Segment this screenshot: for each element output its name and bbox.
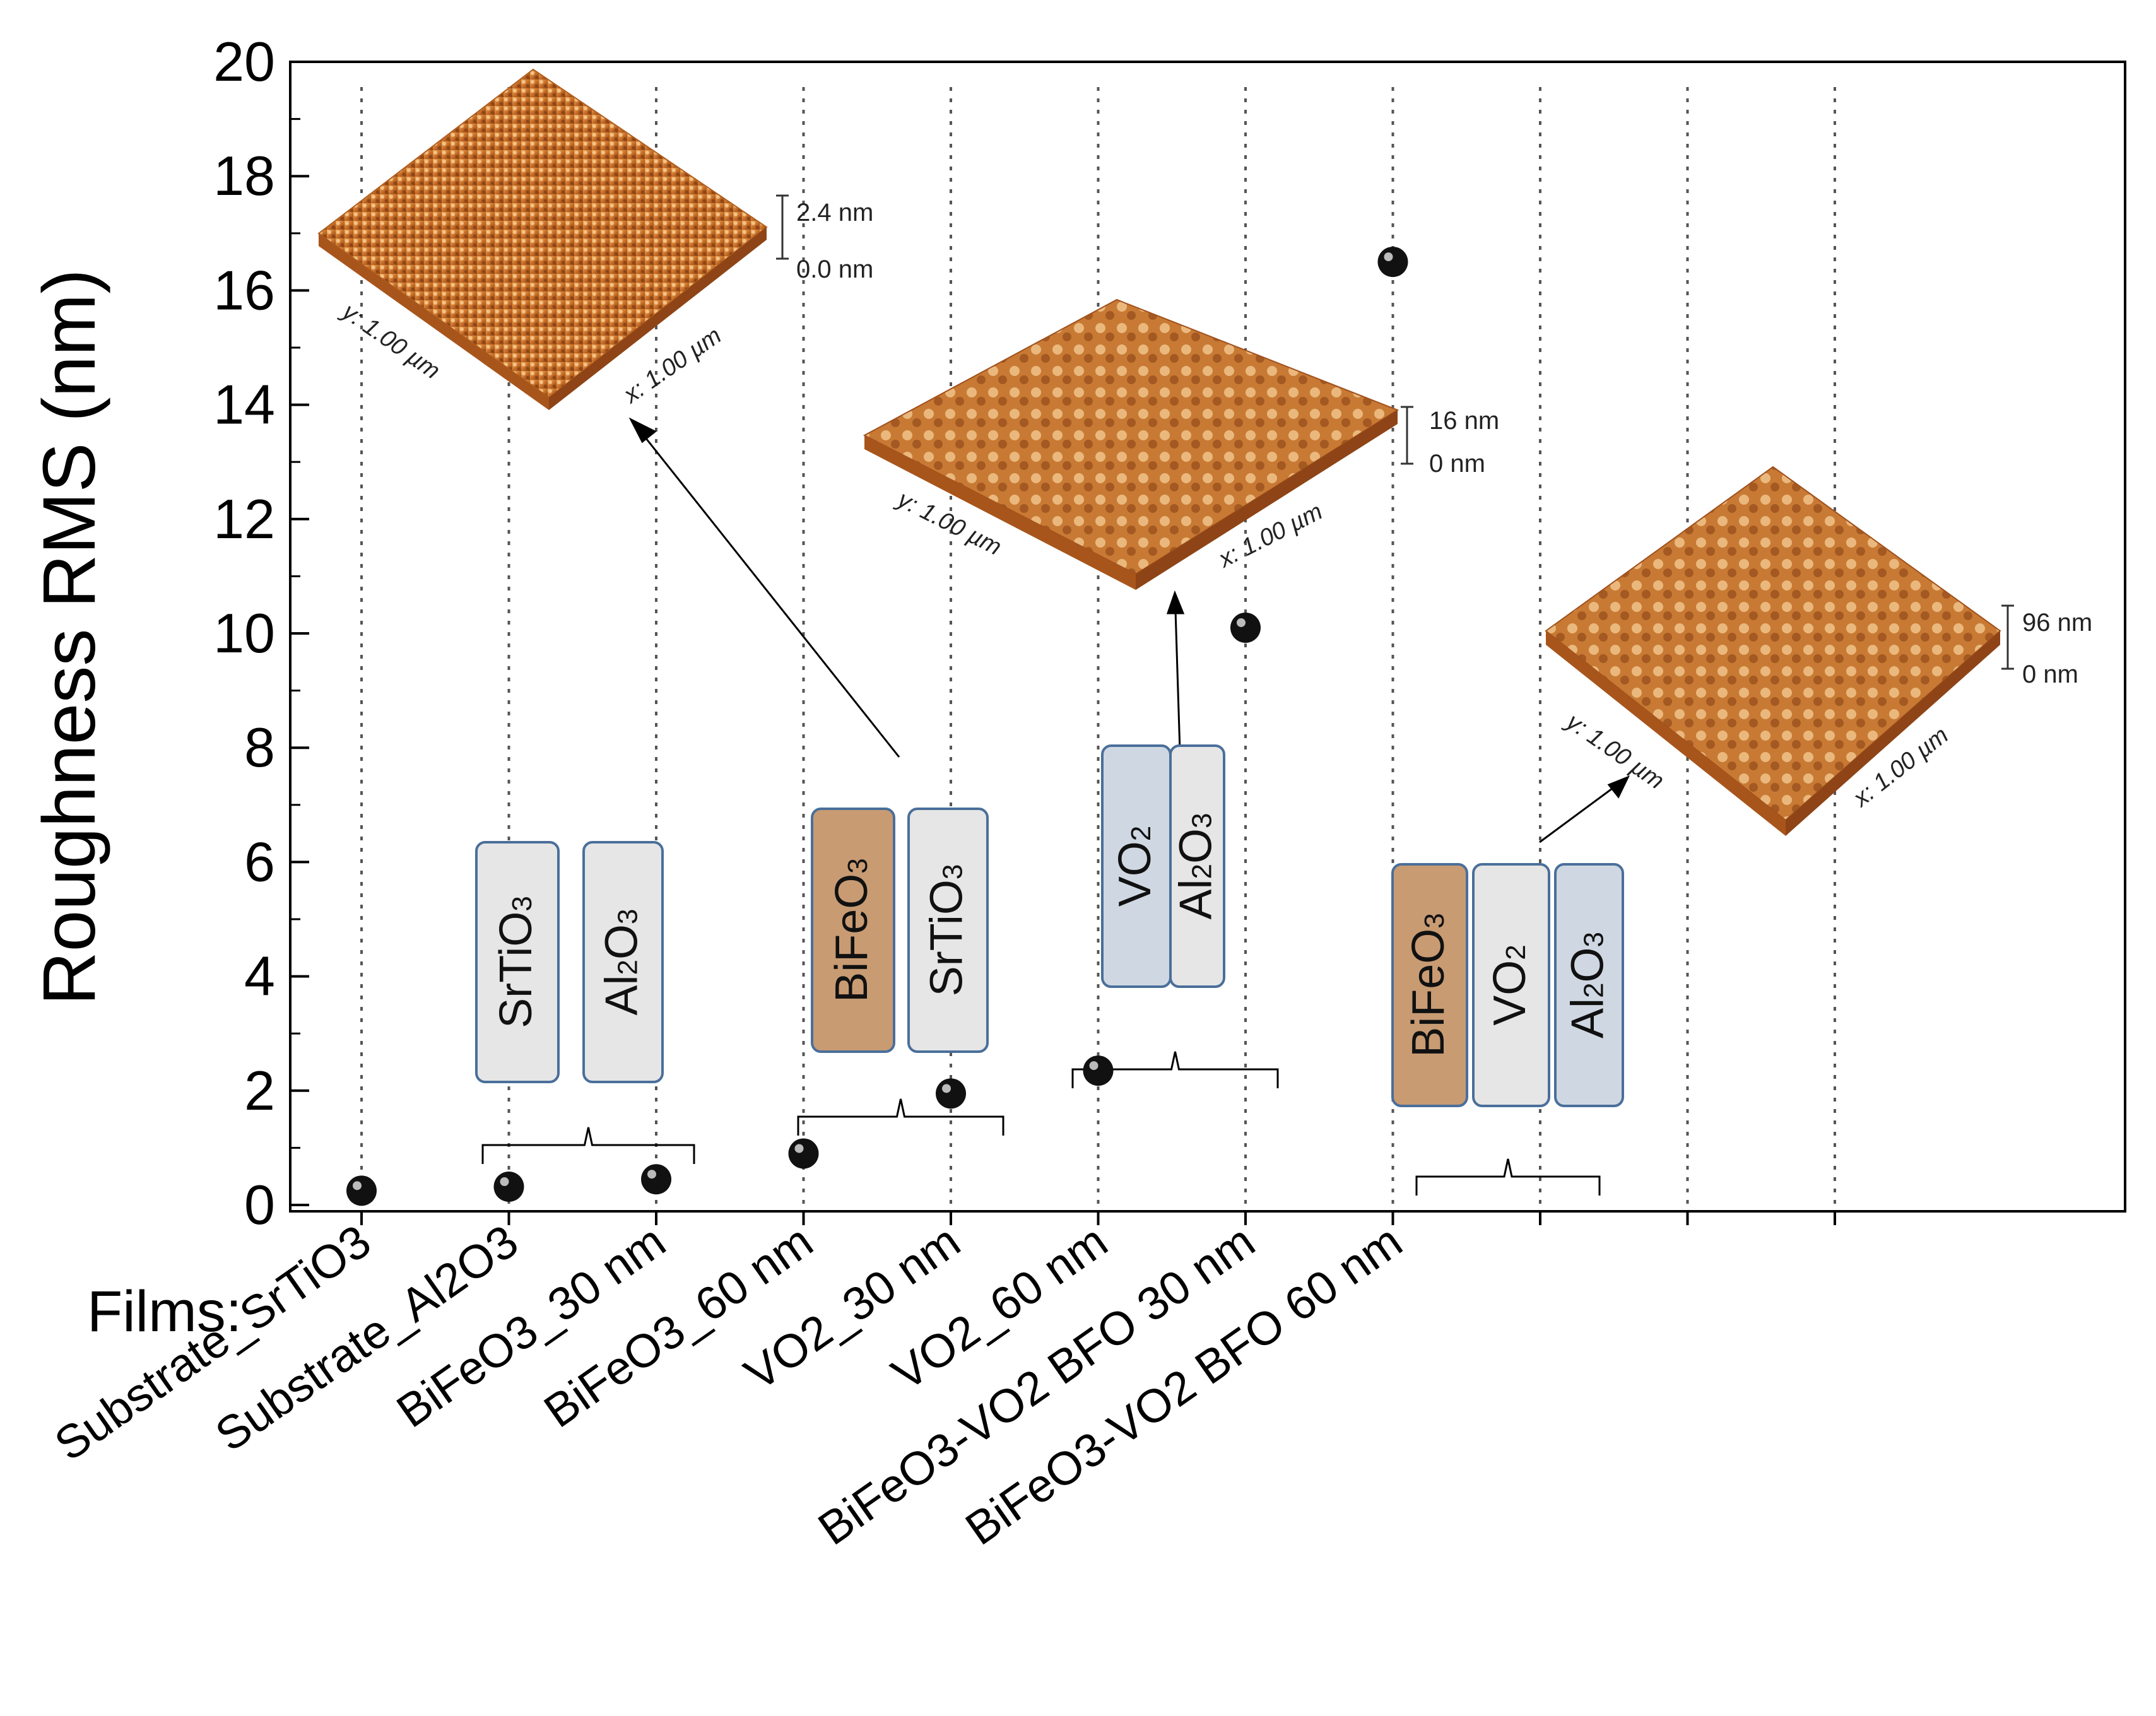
data-point [346,1175,377,1206]
afm-3-min: 0 nm [2022,661,2078,688]
data-point-highlight [942,1084,951,1093]
layer-label: BiFeO3 [1403,913,1454,1057]
layer-label: Al2O3 [597,908,647,1015]
stack-brace [1415,1158,1601,1196]
stack-brace [797,1098,1004,1136]
data-point [641,1164,671,1195]
y-tick-label: 10 [213,602,275,664]
data-point [1083,1055,1114,1086]
y-tick-label: 18 [213,144,275,207]
x-tick-label: BiFeO3_60 nm [534,1214,822,1437]
layer-box [811,808,895,1053]
afm-3-max: 96 nm [2022,609,2092,637]
stack-brace [1071,1051,1279,1088]
annotation-arrows [628,417,1630,843]
layer-stack: SrTiO3 Al2O3 [475,841,695,1164]
x-axis-label: Films: [87,1279,242,1344]
layer-stack: BiFeO3 VO2 Al2O3 [1391,863,1624,1196]
layer-label: BiFeO3 [827,858,877,1002]
stack-brace [481,1127,695,1164]
x-axis: Substrate_SrTiO3Substrate_Al2O3BiFeO3_30… [45,1211,1836,1555]
afm-1-min: 0.0 nm [796,256,873,283]
afm-2-min: 0 nm [1429,450,1485,478]
layer-label: SrTiO3 [922,864,972,997]
y-tick-label: 14 [213,373,275,436]
data-point [936,1078,966,1109]
data-point-highlight [1237,618,1246,627]
data-point-highlight [353,1181,362,1190]
afm-image-single-film: 16 nm 0 nm y: 1.00 µm x: 1.00 µm [863,298,1499,590]
layer-label: Al2O3 [1171,813,1222,919]
data-point [1377,247,1408,278]
y-axis-label: Roughness RMS (nm) [28,269,111,1005]
layer-label: VO2 [1485,944,1535,1026]
y-tick-label: 20 [213,30,275,93]
layer-box [582,841,664,1083]
layer-stack: BiFeO3 SrTiO3 [797,808,1004,1136]
data-point [788,1138,819,1169]
afm-image-substrate: 2.4 nm 0.0 nm y: 1.00 µm x: 1.00 µm [317,68,873,410]
layer-label: VO2 [1110,826,1160,907]
layer-label: Al2O3 [1563,932,1613,1038]
data-point-highlight [500,1177,509,1187]
y-tick-label: 12 [213,488,275,550]
y-tick-label: 2 [244,1059,275,1122]
data-point-highlight [647,1170,656,1179]
y-axis: 0 2 4 6 8 10 12 14 16 18 20 Roughness RMS (nm) [28,30,309,1236]
y-tick-label: 8 [244,716,275,779]
y-tick-label: 4 [244,945,275,1008]
layer-box [1169,744,1225,988]
afm-2-max: 16 nm [1429,407,1499,435]
y-tick-label: 16 [213,259,275,321]
data-point-highlight [1384,252,1393,262]
plot-frame [289,61,2126,1213]
data-points [346,247,1408,1206]
data-point [1230,612,1261,643]
y-tick-label: 0 [244,1173,275,1236]
afm-image-bilayer: 96 nm 0 nm y: 1.00 µm x: 1.00 µm [1545,466,2092,836]
layer-box [1391,863,1468,1107]
data-point-highlight [1089,1061,1099,1071]
layer-box [475,841,560,1083]
layer-box [1554,863,1624,1107]
layer-box [907,808,989,1053]
layer-box [1472,863,1550,1107]
data-point [493,1172,524,1202]
data-point-highlight [794,1144,804,1153]
y-tick-label: 6 [244,830,275,893]
layer-label: SrTiO3 [491,896,541,1028]
x-tick-label: BiFeO3_30 nm [387,1214,674,1437]
afm-1-max: 2.4 nm [796,199,873,226]
